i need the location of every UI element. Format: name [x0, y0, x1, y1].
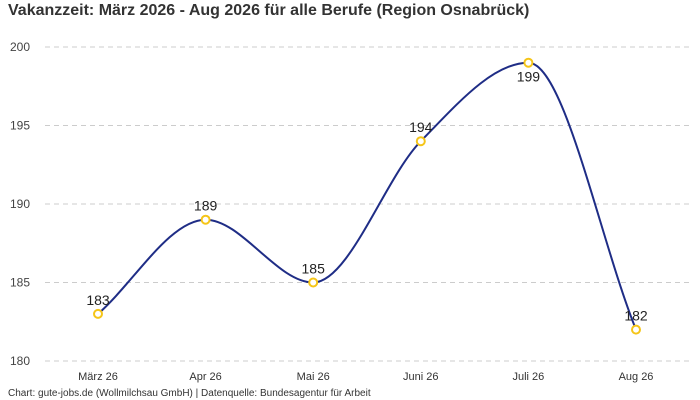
data-points [93, 57, 641, 335]
data-point [631, 324, 641, 335]
x-tick-label: Aug 26 [619, 371, 654, 383]
data-point [523, 57, 534, 68]
chart-caption: Chart: gute-jobs.de (Wollmilchsau GmbH) … [8, 388, 371, 399]
data-label: 185 [302, 261, 326, 277]
data-point [308, 277, 319, 288]
data-label: 183 [86, 292, 110, 308]
x-tick-label: Mai 26 [297, 371, 330, 383]
data-point [415, 136, 426, 147]
chart-title: Vakanzzeit: März 2026 - Aug 2026 für all… [8, 2, 530, 19]
data-label: 182 [624, 308, 648, 324]
y-tick-label: 185 [10, 276, 30, 290]
y-tick-label: 200 [10, 40, 30, 54]
data-label: 189 [194, 198, 218, 214]
x-tick-label: März 26 [78, 371, 118, 383]
y-tick-label: 180 [10, 354, 30, 368]
x-tick-label: Apr 26 [189, 371, 221, 383]
data-label: 199 [517, 69, 541, 85]
x-axis-ticks: März 26 Apr 26 Mai 26 Juni 26 Juli 26 Aug 26 [78, 371, 653, 383]
data-labels: 183 189 185 194 199 182 [86, 69, 648, 324]
y-tick-label: 195 [10, 119, 30, 133]
data-point [200, 214, 211, 225]
data-label: 194 [409, 119, 433, 135]
data-point [93, 308, 103, 319]
y-tick-label: 190 [10, 197, 30, 211]
y-axis-ticks: 180 185 190 195 200 [10, 40, 30, 368]
series-line [97, 61, 637, 330]
x-tick-label: Juli 26 [513, 371, 545, 383]
x-tick-label: Juni 26 [403, 371, 438, 383]
